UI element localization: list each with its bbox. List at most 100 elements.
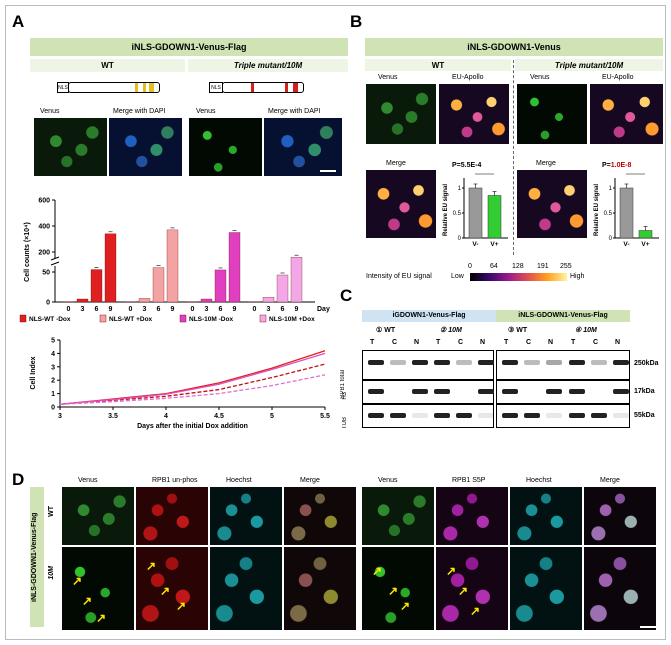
img-label-venus: Venus — [378, 74, 398, 81]
micrograph-d-wt — [210, 487, 282, 545]
blot-band — [591, 360, 607, 365]
bar — [138, 298, 151, 303]
micrograph-b-merge-10m — [517, 170, 587, 238]
micrograph-d-wt — [362, 487, 434, 545]
blot-band — [390, 360, 406, 365]
lane-label: T — [436, 339, 441, 346]
y-tick-label: 1 — [609, 186, 613, 192]
panel-a-title: iNLS-GDOWN1-Venus-Flag — [30, 38, 348, 56]
bar — [487, 195, 502, 239]
y-tick-label: 400 — [38, 224, 50, 231]
blot-h3-left — [362, 380, 494, 404]
blot-band — [569, 360, 585, 365]
panel-d-col-label: RPB1 S5P — [452, 477, 486, 484]
intensity-tick: 64 — [490, 263, 498, 270]
x-tick-label: 0 — [67, 306, 71, 313]
panel-d-col-label: Merge — [300, 477, 320, 484]
legend-label: NLS-WT +Dox — [109, 316, 153, 323]
blot-header-2: iNLS-GDOWN1-Venus-Flag — [496, 310, 630, 322]
construct-10m-mark — [251, 83, 254, 92]
yellow-arrow-icon: ↗ — [446, 564, 457, 578]
x-tick-label: 9 — [295, 306, 299, 313]
blot-rpb1-left — [362, 350, 494, 380]
blot-band — [478, 413, 494, 418]
micrograph-b-venus-10m — [517, 84, 587, 144]
blot-size: 250kDa — [634, 360, 659, 367]
x-tick-label: V- — [472, 241, 478, 248]
blot-band — [613, 413, 629, 418]
merge-label: Merge — [386, 160, 406, 167]
panel-letter-a: A — [12, 12, 25, 31]
x-tick-label: V- — [623, 241, 629, 248]
blot-size: 55kDa — [634, 412, 655, 419]
panel-letter-b: B — [350, 12, 363, 31]
x-tick-label: 5.5 — [320, 413, 330, 420]
micrograph-d-wt — [510, 487, 582, 545]
blot-band — [502, 389, 518, 394]
blot-band — [390, 413, 406, 418]
y-tick-label: 50 — [42, 270, 50, 277]
blot-band — [569, 389, 585, 394]
scale-bar — [320, 170, 336, 172]
y-axis-label: Relative EU signal — [594, 184, 600, 236]
construct-wt-mark — [135, 83, 138, 92]
micrograph-d-10m — [210, 547, 282, 630]
series-line — [59, 352, 326, 405]
bar — [468, 187, 483, 239]
construct-10m-nls: NLS — [209, 82, 223, 93]
panel-letter-d: D — [12, 470, 25, 489]
lane-label: C — [392, 339, 398, 346]
scale-bar — [640, 626, 656, 628]
panel-a-triple: Triple mutant/10M — [188, 59, 348, 72]
construct-10m-mark — [293, 83, 298, 92]
panel-letter-c: C — [340, 286, 353, 305]
legend-label: NLS-10M +Dox — [269, 316, 315, 323]
blot-band — [368, 360, 384, 365]
intensity-tick: 255 — [560, 263, 572, 270]
x-tick-label: 3 — [205, 306, 209, 313]
blot-band — [478, 360, 494, 365]
lane-label: C — [593, 339, 599, 346]
x-tick-label: 0 — [253, 306, 257, 313]
panel-b-title: iNLS-GDOWN1-Venus — [365, 38, 663, 56]
yellow-arrow-icon: ↗ — [82, 594, 93, 608]
bar — [276, 274, 289, 303]
blot-band — [546, 413, 562, 418]
micrograph-d-10m — [62, 547, 134, 630]
legend-swatch — [259, 314, 267, 323]
yellow-arrow-icon: ↗ — [372, 564, 383, 578]
p-value-wt: P=5.5E-4 — [452, 162, 482, 169]
panel-d-col-label: RPB1 un-phos — [152, 477, 198, 484]
y-axis-label: Cell counts (×10⁴) — [24, 222, 31, 282]
lane-label: N — [548, 339, 554, 346]
x-axis-label: Days after the initial Dox addition — [137, 423, 248, 430]
x-tick-label: 4 — [164, 413, 168, 420]
micrograph-b-eu-wt — [439, 84, 509, 144]
x-tick-label: 3.5 — [108, 413, 118, 420]
blot-band — [456, 360, 472, 365]
img-label-venus: Venus — [40, 108, 60, 115]
x-tick-label: 4.5 — [214, 413, 224, 420]
micrograph-d-10m — [362, 547, 434, 630]
construct-wt-mark — [143, 83, 146, 92]
micrograph-b-eu-10m — [590, 84, 663, 144]
blot-size: 17kDa — [634, 388, 655, 395]
merge-label: Merge — [536, 160, 556, 167]
x-tick-label: 6 — [219, 306, 223, 313]
x-tick-label: V+ — [641, 241, 649, 248]
x-tick-label: 3 — [58, 413, 62, 420]
y-tick-label: 3 — [51, 364, 55, 371]
blot-band — [478, 389, 494, 394]
micrograph-d-wt — [284, 487, 356, 545]
bar — [90, 269, 103, 303]
micrograph-d-wt — [584, 487, 656, 545]
yellow-arrow-icon: ↗ — [72, 574, 83, 588]
img-label-eu-apollo: EU-Apollo — [452, 74, 484, 81]
eu-signal-chart-wt: 1 0.5 0 Relative EU signal V- V+ — [443, 173, 508, 248]
micrograph-d-10m — [136, 547, 208, 630]
micrograph-d-10m — [510, 547, 582, 630]
bar — [166, 229, 179, 303]
x-tick-label: 9 — [233, 306, 237, 313]
micrograph-a-venus-wt — [34, 118, 107, 176]
lane-label: T — [370, 339, 375, 346]
